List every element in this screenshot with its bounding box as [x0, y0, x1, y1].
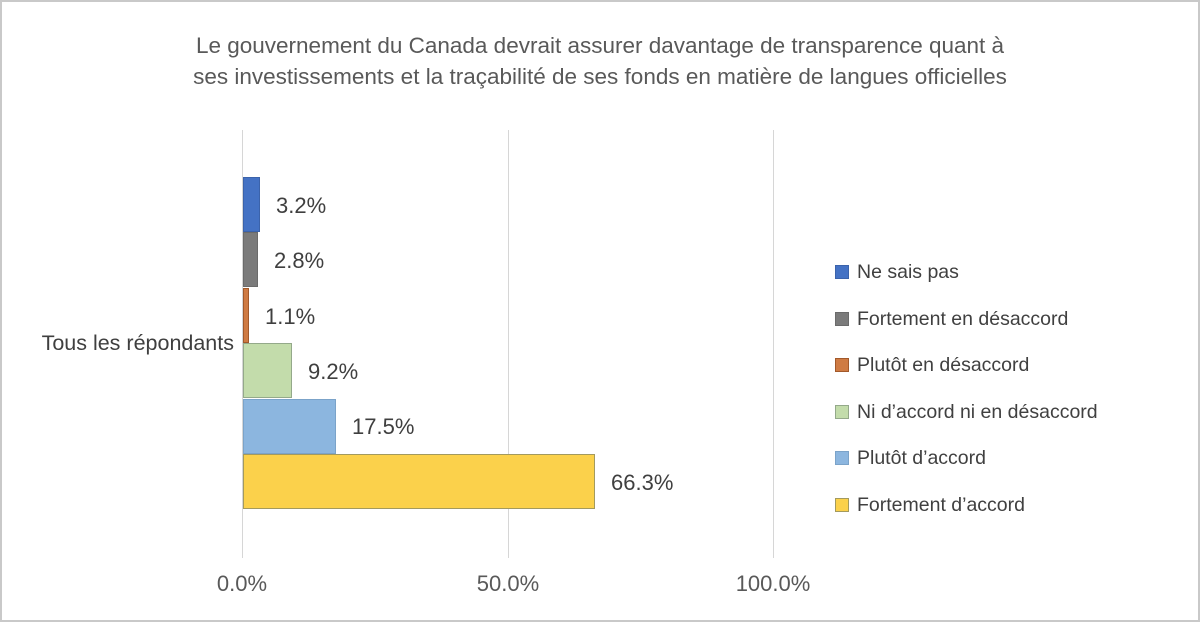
data-label-ni-daccord-ni-en-desaccord: 9.2%: [308, 359, 359, 384]
bar-ni-daccord-ni-en-desaccord: [243, 343, 292, 398]
category-axis-label: Tous les répondants: [41, 331, 234, 355]
gridline-50: [508, 130, 509, 558]
data-label-plutot-daccord: 17.5%: [352, 414, 415, 439]
chart-title-line-1: Le gouvernement du Canada devrait assure…: [195, 33, 1005, 58]
legend-item-plutot-daccord: Plutôt d’accord: [835, 446, 986, 470]
data-label-ne-sais-pas: 3.2%: [276, 193, 327, 218]
x-axis-tick-label-100: 100.0%: [735, 571, 811, 596]
data-label-plutot-en-desaccord: 1.1%: [265, 304, 316, 329]
legend-swatch-icon: [835, 265, 849, 279]
legend-label: Ni d’accord ni en désaccord: [857, 400, 1098, 423]
bar-plutot-daccord: [243, 399, 336, 454]
bar-fortement-en-desaccord: [243, 232, 258, 287]
bar-fortement-daccord: [243, 454, 595, 509]
chart-title-line-2: ses investissements et la traçabilité de…: [193, 64, 1007, 89]
legend-swatch-icon: [835, 405, 849, 419]
x-axis-tick-label-0: 0.0%: [216, 571, 268, 596]
gridline-0: [242, 130, 243, 558]
legend-label: Fortement d’accord: [857, 493, 1025, 516]
legend-item-ne-sais-pas: Ne sais pas: [835, 260, 959, 284]
legend-label: Fortement en désaccord: [857, 307, 1069, 330]
legend-item-fortement-daccord: Fortement d’accord: [835, 493, 1025, 517]
data-label-fortement-en-desaccord: 2.8%: [274, 248, 325, 273]
legend-swatch-icon: [835, 498, 849, 512]
legend-label: Plutôt en désaccord: [857, 353, 1030, 376]
x-axis-tick-label-50: 50.0%: [476, 571, 540, 596]
legend-label: Ne sais pas: [857, 260, 959, 283]
bar-plutot-en-desaccord: [243, 288, 249, 343]
legend-item-plutot-en-desaccord: Plutôt en désaccord: [835, 353, 1029, 377]
legend-item-fortement-en-desaccord: Fortement en désaccord: [835, 307, 1068, 331]
chart-title: Le gouvernement du Canada devrait assure…: [2, 30, 1198, 92]
gridline-100: [773, 130, 774, 558]
legend-swatch-icon: [835, 358, 849, 372]
legend-swatch-icon: [835, 312, 849, 326]
legend-label: Plutôt d’accord: [857, 446, 986, 469]
legend-item-ni-daccord-ni-en-desaccord: Ni d’accord ni en désaccord: [835, 400, 1098, 424]
bar-ne-sais-pas: [243, 177, 260, 232]
data-label-fortement-daccord: 66.3%: [611, 470, 674, 495]
legend-swatch-icon: [835, 451, 849, 465]
